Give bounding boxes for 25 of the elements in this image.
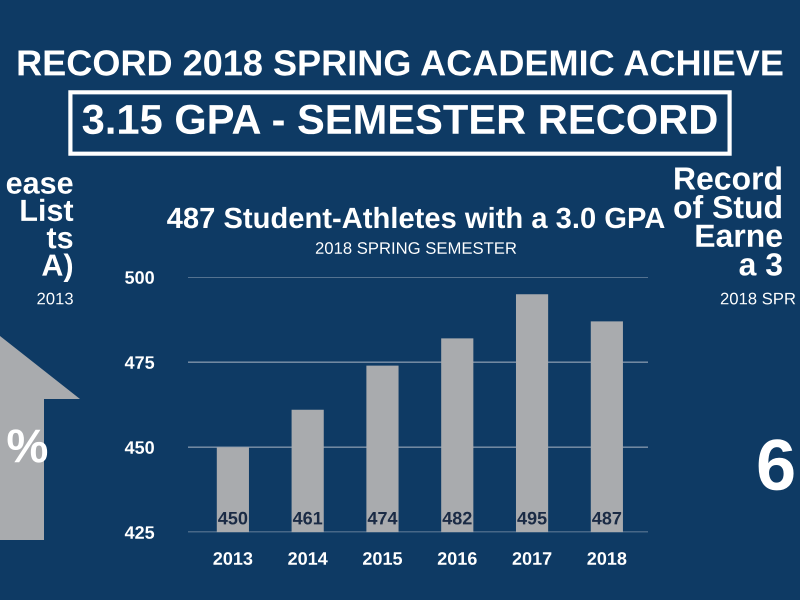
data-label: 482 [442, 512, 472, 525]
y-tick-label: 475 [124, 356, 154, 369]
data-label: 487 [592, 512, 622, 525]
x-tick-label: 2018 [587, 552, 626, 565]
text: Record of Stud Earne a 3 [674, 166, 782, 276]
x-tick-label: 2016 [438, 552, 477, 565]
data-label: 495 [517, 512, 547, 525]
data-label: 461 [292, 512, 322, 525]
text: 2018 SPR [720, 292, 796, 304]
chart-subtitle: 2018 SPRING SEMESTER [316, 242, 516, 254]
y-tick-label: 500 [125, 271, 154, 284]
text: 2013 [37, 292, 73, 304]
text: ease List ts A) [6, 177, 74, 282]
text: 3.15 GPA - SEMESTER RECORD [82, 104, 717, 134]
text: RECORD 2018 SPRING ACADEMIC ACHIEVE [18, 50, 782, 76]
data-label: 450 [218, 512, 248, 525]
x-tick-label: 2017 [512, 552, 552, 565]
y-tick-label: 450 [124, 441, 154, 454]
data-label: 474 [368, 512, 398, 524]
x-tick-label: 2014 [288, 552, 328, 565]
x-tick-label: 2015 [363, 552, 402, 565]
y-tick-label: 425 [124, 526, 154, 539]
chart-title: 487 Student-Athletes with a 3.0 GPA [167, 206, 665, 228]
text: 6 [758, 439, 794, 490]
x-tick-label: 2013 [213, 552, 252, 565]
